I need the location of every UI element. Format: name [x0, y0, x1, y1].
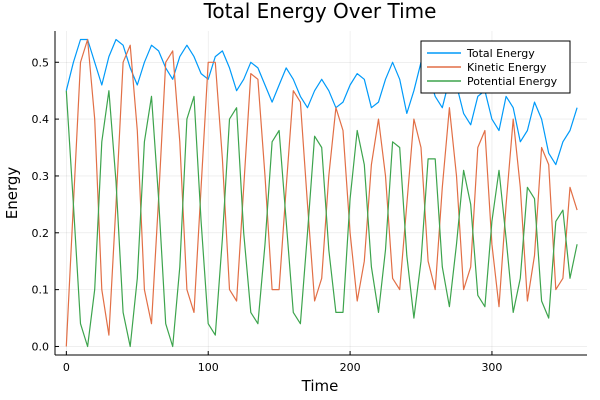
y-tick-label: 0.2: [32, 227, 50, 240]
y-tick-label: 0.3: [32, 170, 50, 183]
y-tick-label: 0.0: [32, 340, 50, 353]
x-axis-title: Time: [301, 377, 339, 395]
y-tick-label: 0.1: [32, 284, 50, 297]
potential-energy-series-line: [65, 90, 578, 348]
x-tick-label: 200: [340, 361, 361, 374]
x-tick-label: 100: [198, 361, 219, 374]
potential-energy-legend-label: Potential Energy: [467, 75, 558, 88]
series-layer: [65, 38, 578, 348]
kinetic-energy-legend-label: Kinetic Energy: [467, 61, 547, 74]
kinetic-energy-series-line: [65, 38, 578, 347]
y-axis-title: Energy: [3, 167, 21, 220]
y-tick-label: 0.5: [32, 56, 50, 69]
x-tick-label: 300: [481, 361, 502, 374]
y-tick-label: 0.4: [32, 113, 50, 126]
chart-title: Total Energy Over Time: [203, 0, 437, 23]
total-energy-legend-label: Total Energy: [466, 47, 535, 60]
axes-layer: [54, 31, 587, 356]
tick-layer: 0 100 200 300 0.0 0.1 0.2 0.3 0.4 0.5: [32, 56, 503, 374]
x-tick-label: 0: [63, 361, 70, 374]
total-energy-series-line: [65, 38, 578, 166]
